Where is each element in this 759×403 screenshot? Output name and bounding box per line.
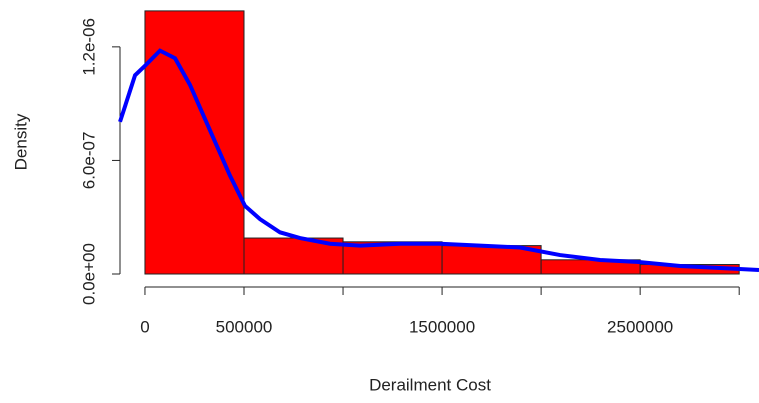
x-tick-label: 0 xyxy=(140,317,149,336)
y-tick-label: 6.0e-07 xyxy=(79,132,98,190)
bar xyxy=(144,10,245,275)
x-tick-label: 2500000 xyxy=(607,317,673,336)
x-tick-label: 1500000 xyxy=(409,317,475,336)
y-tick-label: 1.2e-06 xyxy=(79,18,98,76)
y-tick-label: 0.0e+00 xyxy=(79,243,98,305)
x-tick-label: 500000 xyxy=(216,317,273,336)
y-axis-title: Density xyxy=(11,113,30,170)
density-line xyxy=(118,48,759,273)
x-axis-title: Derailment Cost xyxy=(369,375,491,394)
